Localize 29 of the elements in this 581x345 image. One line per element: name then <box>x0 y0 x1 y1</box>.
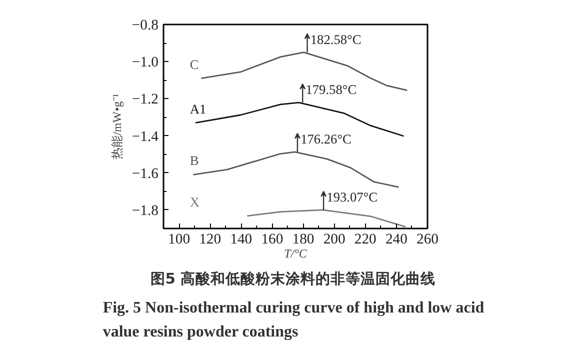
series-label: B <box>190 153 199 168</box>
y-tick-label: −0.8 <box>132 18 159 34</box>
x-tick-label: 160 <box>261 232 284 248</box>
x-tick-label: 240 <box>385 232 408 248</box>
x-tick-label: 140 <box>230 232 252 248</box>
text: 图5 高酸和低酸粉末涂料的非等温固化曲线 <box>150 270 436 288</box>
line-series <box>192 151 400 188</box>
x-tick-label: 200 <box>323 232 346 248</box>
y-axis-title: 热能/mW•g⁻¹ <box>110 93 124 160</box>
annotation: 176.26°C <box>300 131 352 146</box>
annotation: 179.58°C <box>306 82 357 98</box>
annotation: 193.07°C <box>326 189 378 204</box>
y-tick-label: −1.2 <box>132 92 159 108</box>
y-tick-label: −1.8 <box>132 202 159 219</box>
text: Fig. 5 Non-isothermal curing curve of high and low acid value resins powder coatings <box>102 300 484 340</box>
y-tick-label: −1.4 <box>132 128 160 145</box>
x-tick-label: 220 <box>354 232 376 248</box>
x-axis-title: T/°C <box>284 246 308 260</box>
series-label: A1 <box>190 101 206 116</box>
y-tick-label: −1.0 <box>132 54 159 71</box>
series-label: C <box>190 56 199 72</box>
y-tick-label: −1.6 <box>132 166 159 182</box>
x-tick-label: 100 <box>168 232 190 248</box>
x-tick-label: 120 <box>199 232 222 248</box>
text: X <box>190 194 200 210</box>
x-tick-label: 180 <box>292 232 314 248</box>
annotation: 182.58°C <box>310 32 362 47</box>
line-series <box>246 209 406 228</box>
x-tick-label: 260 <box>416 232 438 248</box>
